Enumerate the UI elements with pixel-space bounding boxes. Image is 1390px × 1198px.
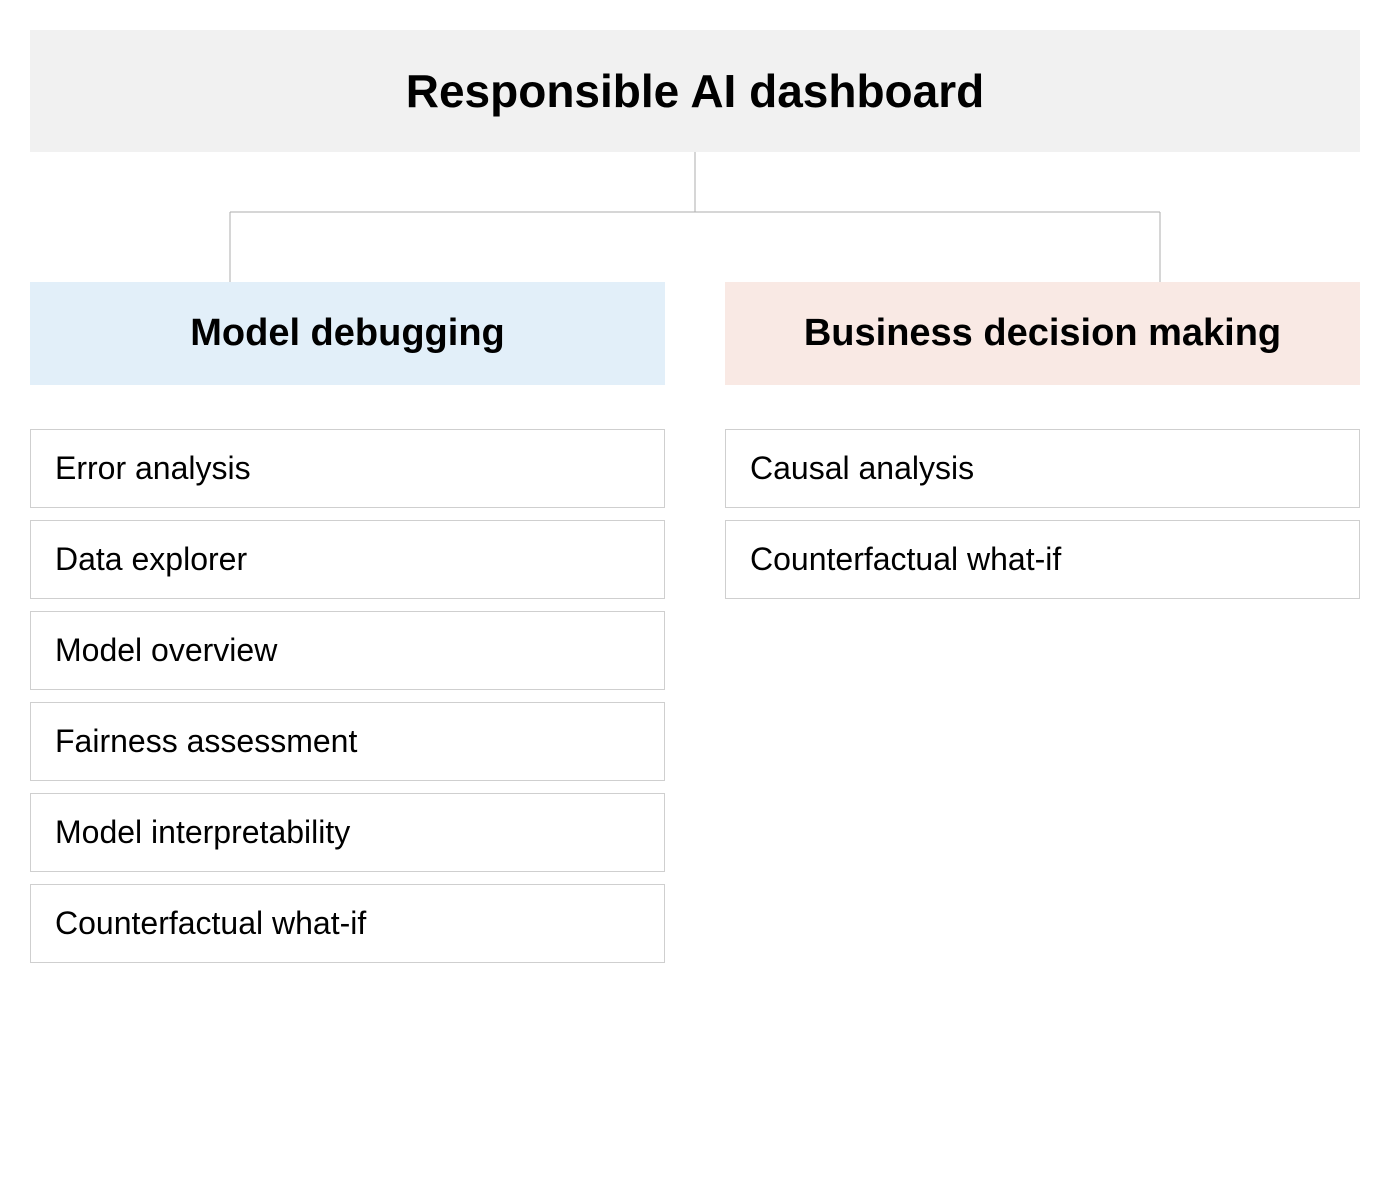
branches-row: Model debugging Error analysis Data explor… [30, 282, 1360, 963]
leaf-node: Causal analysis [725, 429, 1360, 508]
root-node: Responsible AI dashboard [30, 30, 1360, 152]
leaf-node: Error analysis [30, 429, 665, 508]
leaf-node: Data explorer [30, 520, 665, 599]
branch-items: Error analysis Data explorer Model overvie… [30, 429, 665, 963]
leaf-node: Model overview [30, 611, 665, 690]
tree-diagram: Responsible AI dashboard Model debugging… [30, 30, 1360, 963]
leaf-label: Error analysis [55, 450, 251, 486]
leaf-label: Causal analysis [750, 450, 974, 486]
branch-header: Business decision making [725, 282, 1360, 385]
leaf-label: Counterfactual what-if [750, 541, 1061, 577]
leaf-node: Counterfactual what-if [30, 884, 665, 963]
root-label: Responsible AI dashboard [406, 65, 985, 117]
branch: Business decision makingCausal analysisC… [725, 282, 1360, 963]
tree-connector [30, 152, 1360, 282]
leaf-label: Model overview [55, 632, 277, 668]
leaf-node: Fairness assessment [30, 702, 665, 781]
leaf-label: Data explorer [55, 541, 247, 577]
leaf-label: Model interpretability [55, 814, 350, 850]
leaf-label: Counterfactual what-if [55, 905, 366, 941]
branch-header: Model debugging [30, 282, 665, 385]
branch-header-label: Business decision making [804, 312, 1281, 354]
leaf-node: Model interpretability [30, 793, 665, 872]
branch-header-label: Model debugging [190, 312, 505, 354]
branch-items: Causal analysis Counterfactual what-if [725, 429, 1360, 599]
leaf-node: Counterfactual what-if [725, 520, 1360, 599]
leaf-label: Fairness assessment [55, 723, 357, 759]
branch: Model debugging Error analysis Data explor… [30, 282, 665, 963]
